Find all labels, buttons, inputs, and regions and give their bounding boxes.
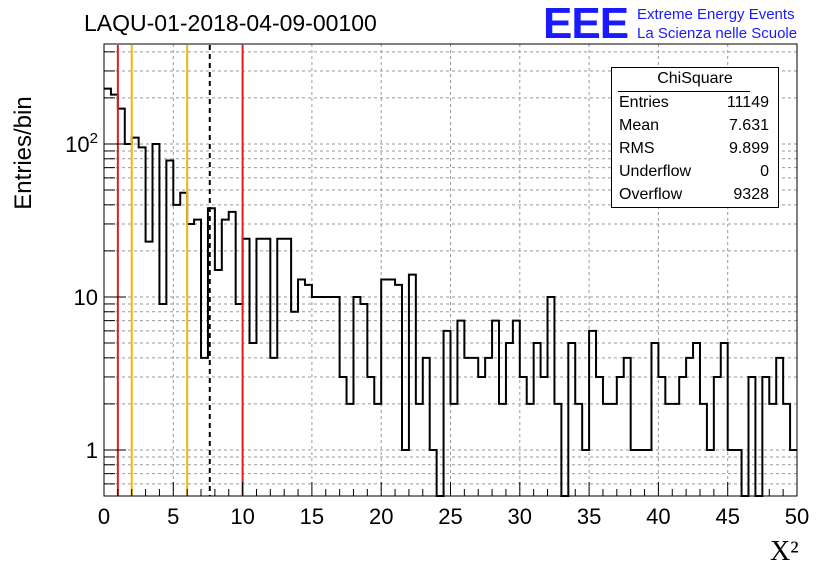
stats-key: Mean: [619, 117, 660, 134]
stats-divider: [618, 91, 750, 92]
stats-row-underflow: Underflow 0: [619, 163, 769, 185]
x-tick-label: 35: [577, 504, 601, 529]
x-tick-label: 45: [715, 504, 739, 529]
stats-value: 9.899: [728, 140, 769, 157]
histogram-steps: [104, 87, 797, 497]
x-axis-label: X²: [770, 536, 799, 567]
stats-key: Entries: [619, 94, 669, 111]
x-tick-label: 50: [785, 504, 809, 529]
chart-title: LAQU-01-2018-04-09-00100: [84, 10, 377, 36]
x-tick-label: 25: [438, 504, 462, 529]
y-axis-label-box: Entries/bin: [4, 96, 44, 209]
stats-row-mean: Mean 7.631: [619, 117, 769, 139]
y-tick-label-exponent: 2: [90, 130, 98, 147]
x-tick-label: 20: [369, 504, 393, 529]
stats-key: Underflow: [619, 163, 692, 180]
stats-title: ChiSquare: [657, 70, 733, 87]
stats-key: Overflow: [619, 186, 683, 203]
x-tick-label: 0: [98, 504, 110, 529]
stats-value: 9328: [733, 186, 769, 203]
stats-row-entries: Entries 11149: [619, 94, 769, 116]
stats-value: 7.631: [728, 117, 769, 134]
stats-row-overflow: Overflow 9328: [619, 186, 769, 208]
x-tick-label: 40: [646, 504, 670, 529]
eee-logo: EEE: [543, 0, 629, 48]
stats-value: 11149: [726, 94, 769, 111]
x-tick-label: 5: [167, 504, 179, 529]
y-tick-label: 102: [65, 130, 98, 157]
y-tick-label-base: 10: [65, 132, 89, 157]
axis-ticks: [103, 51, 798, 497]
x-tick-label: 15: [300, 504, 324, 529]
y-tick-label: 1: [86, 438, 98, 463]
logo-line-1: Extreme Energy Events: [637, 6, 795, 23]
x-tick-label: 30: [508, 504, 532, 529]
stats-row-rms: RMS 9.899: [619, 140, 769, 162]
x-tick-label: 10: [230, 504, 254, 529]
y-tick-label: 10: [74, 285, 98, 310]
y-axis-label: Entries/bin: [10, 96, 37, 210]
stats-value: 0: [760, 163, 769, 180]
stats-box: ChiSquare Entries 11149 Mean 7.631 RMS 9…: [611, 67, 779, 208]
reference-lines: [116, 45, 244, 496]
stats-key: RMS: [619, 140, 655, 157]
logo-line-2: La Scienza nelle Scuole: [637, 25, 798, 42]
histogram-series: [104, 87, 797, 497]
